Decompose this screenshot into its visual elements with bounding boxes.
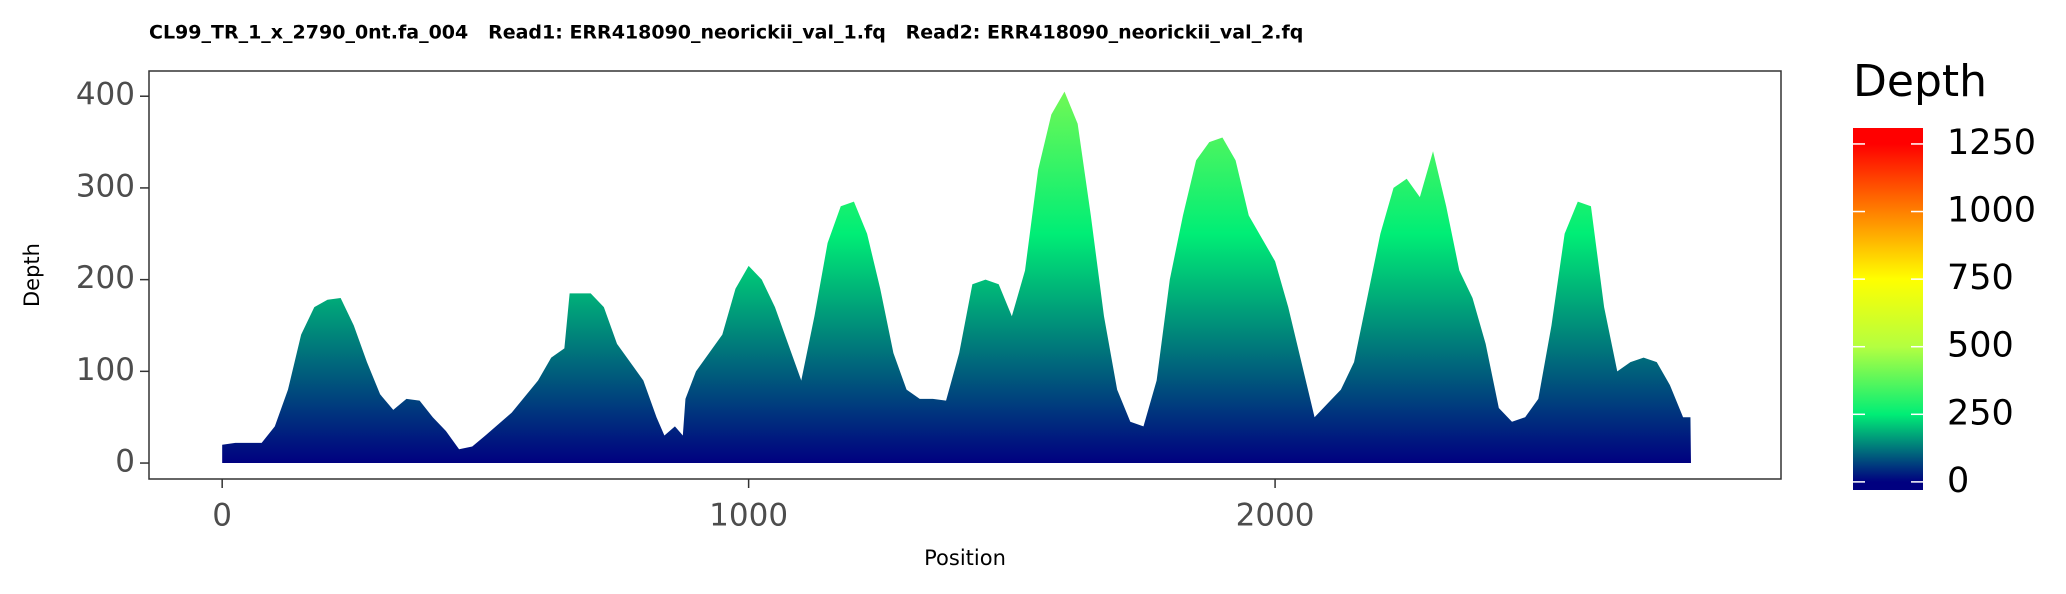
- y-axis-label: Depth: [20, 243, 44, 307]
- colorbar-label: 750: [1947, 258, 2014, 298]
- y-tick-label: 0: [115, 444, 135, 480]
- legend-title: Depth: [1853, 56, 1987, 107]
- x-axis-label: Position: [924, 546, 1006, 570]
- x-tick-label: 1000: [709, 498, 788, 534]
- y-tick-label: 200: [76, 260, 135, 296]
- colorbar-label: 250: [1947, 393, 2014, 433]
- y-tick-label: 300: [76, 168, 135, 204]
- colorbar-label: 1000: [1947, 191, 2036, 231]
- colorbar-label: 1250: [1947, 123, 2036, 163]
- x-tick-label: 2000: [1236, 498, 1315, 534]
- colorbar-label: 500: [1947, 326, 2014, 366]
- chart-title: CL99_TR_1_x_2790_0nt.fa_004 Read1: ERR41…: [149, 22, 1303, 44]
- area: [222, 91, 1691, 464]
- plot-border: [148, 70, 1782, 480]
- y-tick-label: 100: [76, 352, 135, 388]
- colorbar: [1853, 128, 1923, 490]
- x-tick-label: 0: [212, 498, 232, 534]
- y-tick-label: 400: [76, 77, 135, 113]
- colorbar-label: 0: [1947, 461, 1969, 501]
